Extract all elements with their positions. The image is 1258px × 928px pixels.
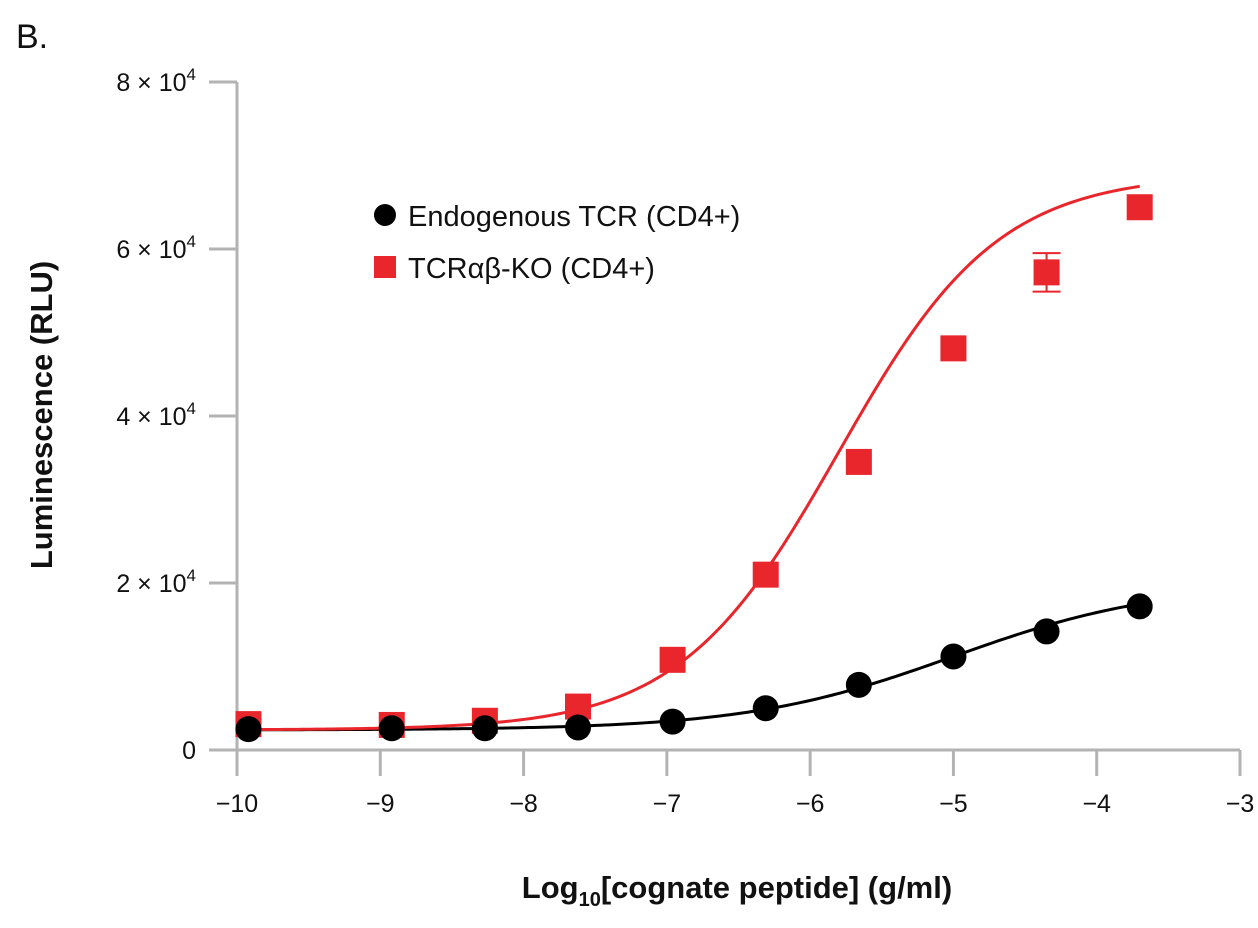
data-point-tcr-ko [1126, 194, 1153, 221]
legend-label-tcr-ko: TCRαβ-KO (CD4+) [408, 253, 655, 285]
data-point-tcr-ko [659, 646, 686, 673]
legend-label-endogenous: Endogenous TCR (CD4+) [408, 201, 740, 233]
x-tick-label: −10 [216, 790, 258, 818]
data-point-endogenous [752, 695, 779, 722]
y-tick-label: 4 × 104 [116, 399, 196, 431]
data-point-tcr-ko [752, 561, 779, 588]
data-point-tcr-ko [1033, 259, 1060, 286]
x-tick-label: −4 [1082, 790, 1111, 818]
x-tick-label: −5 [939, 790, 968, 818]
legend: Endogenous TCR (CD4+) TCRαβ-KO (CD4+) [374, 201, 740, 285]
x-axis-title-subscript: 10 [579, 889, 601, 911]
data-point-tcr-ko [940, 335, 967, 362]
data-point-endogenous [471, 715, 498, 742]
data-point-endogenous [235, 716, 262, 743]
data-point-endogenous [659, 708, 686, 735]
y-ticks: 0 2 × 104 4 × 104 6 × 104 8 × 104 [116, 65, 237, 765]
x-axis-title-main: Log [522, 870, 579, 905]
data-point-endogenous [1033, 618, 1060, 645]
y-axis-title: Luminescence (RLU) [24, 261, 59, 569]
x-ticks: −10 −9 −8 −7 −6 −5 −4 −3 [216, 750, 1254, 818]
x-tick-label: −6 [796, 790, 825, 818]
legend-marker-endogenous [374, 204, 396, 226]
y-tick-label: 2 × 104 [116, 566, 196, 598]
fit-curve-endogenous [248, 602, 1140, 732]
legend-marker-tcr-ko [374, 256, 396, 278]
panel-label: B. [16, 18, 49, 56]
data-points [235, 194, 1153, 743]
y-tick-label: 8 × 104 [116, 65, 196, 97]
x-tick-label: −7 [653, 790, 682, 818]
data-point-endogenous [845, 671, 872, 698]
data-point-tcr-ko [845, 448, 872, 475]
data-point-endogenous [940, 643, 967, 670]
data-point-endogenous [378, 715, 405, 742]
x-axis-title: Log10[cognate peptide] (g/ml) [522, 870, 952, 911]
x-tick-label: −3 [1226, 790, 1255, 818]
data-point-endogenous [565, 714, 592, 741]
x-tick-label: −8 [509, 790, 538, 818]
x-tick-label: −9 [366, 790, 395, 818]
data-point-endogenous [1126, 593, 1153, 620]
y-tick-label: 6 × 104 [116, 232, 196, 264]
x-axis-title-rest: [cognate peptide] (g/ml) [601, 870, 952, 905]
y-tick-label: 0 [182, 737, 196, 765]
